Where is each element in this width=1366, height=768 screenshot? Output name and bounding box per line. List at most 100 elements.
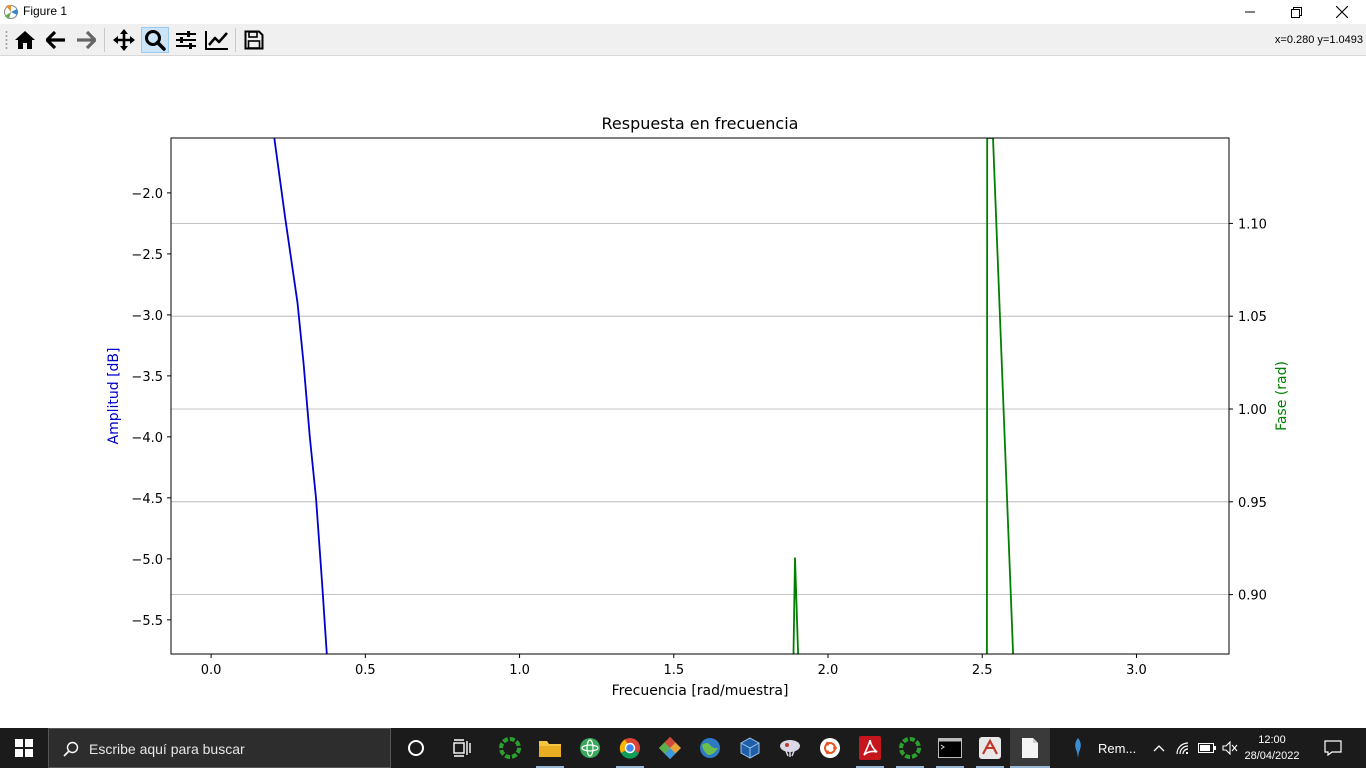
phase-line	[792, 557, 799, 654]
pan-button[interactable]	[110, 27, 138, 53]
cortana-button[interactable]	[396, 728, 436, 768]
axes-frame	[170, 137, 1230, 655]
task-view-icon	[453, 739, 471, 757]
show-hidden-icons-button[interactable]	[1150, 728, 1168, 768]
restore-icon	[1290, 6, 1302, 18]
back-button[interactable]	[42, 27, 70, 53]
configure-subplots-button[interactable]	[172, 27, 200, 53]
taskbar-app-active[interactable]	[1010, 728, 1050, 768]
y-right-tick-label: 0.90	[1238, 589, 1267, 604]
phase-line	[986, 138, 1014, 654]
ubuntu-icon	[820, 738, 840, 758]
taskbar-app[interactable]	[570, 728, 610, 768]
tray-app-label[interactable]: Rem...	[1098, 741, 1137, 756]
chevron-up-icon	[1153, 745, 1165, 752]
back-arrow-icon	[46, 31, 65, 49]
x-axis-label: Frecuencia [rad/muestra]	[612, 683, 789, 699]
search-icon	[63, 741, 79, 757]
y-right-tick-label: 1.10	[1238, 217, 1267, 232]
chrome-icon	[619, 738, 640, 759]
volume-button[interactable]	[1220, 728, 1240, 768]
taskbar-clock[interactable]: 12:00 28/04/2022	[1244, 732, 1300, 764]
y-right-axis-label: Fase (rad)	[1274, 361, 1290, 431]
title-bar: Figure 1	[0, 0, 1366, 24]
save-button[interactable]	[240, 27, 268, 53]
y-tick-label: −4.0	[131, 431, 163, 446]
pan-icon	[113, 29, 135, 51]
cortana-icon	[408, 740, 424, 756]
plot-area[interactable]	[171, 138, 1229, 654]
forward-button[interactable]	[72, 27, 100, 53]
speaker-muted-icon	[1222, 741, 1238, 755]
chart-title: Respuesta en frecuencia	[602, 114, 799, 133]
taskbar-app[interactable]	[530, 728, 570, 768]
y-tick-label: −5.0	[131, 553, 163, 568]
search-placeholder: Escribe aquí para buscar	[89, 741, 245, 757]
clock-time: 12:00	[1258, 734, 1286, 746]
file-explorer-icon	[539, 741, 561, 757]
subplots-icon	[176, 31, 196, 49]
taskbar-app[interactable]	[690, 728, 730, 768]
y-tick-label: −2.0	[131, 187, 163, 202]
wifi-icon	[1176, 742, 1189, 755]
taskbar-app[interactable]	[610, 728, 650, 768]
x-tick-label: 0.0	[201, 663, 222, 678]
edit-curves-icon	[205, 31, 228, 50]
amplitude-line	[273, 138, 328, 654]
taskbar-app[interactable]	[930, 728, 970, 768]
green-ring-app-icon	[499, 737, 521, 759]
x-tick-label: 2.5	[972, 663, 993, 678]
y-tick-label: −4.5	[131, 492, 163, 507]
cursor-coordinates: x=0.280 y=1.0493	[1274, 34, 1363, 46]
x-tick-label: 3.0	[1126, 663, 1147, 678]
taskbar-app[interactable]	[650, 728, 690, 768]
windows-store-icon	[780, 740, 800, 757]
feather-pen-icon	[1075, 738, 1081, 758]
zoom-button[interactable]	[141, 27, 169, 53]
x-tick-label: 2.0	[818, 663, 839, 678]
zoom-icon	[145, 30, 166, 51]
edit-curves-button[interactable]	[203, 27, 231, 53]
save-icon	[244, 30, 264, 50]
notification-icon	[1324, 740, 1342, 756]
y-tick-label: −3.5	[131, 370, 163, 385]
action-center-button[interactable]	[1312, 728, 1354, 768]
y-tick-label: −3.0	[131, 309, 163, 324]
task-view-button[interactable]	[443, 728, 483, 768]
y-axis-label: Amplitud [dB]	[106, 348, 122, 445]
y-right-tick-label: 1.00	[1238, 403, 1267, 418]
battery-button[interactable]	[1196, 728, 1218, 768]
taskbar-app[interactable]	[970, 728, 1010, 768]
x-tick-label: 0.5	[355, 663, 376, 678]
taskbar-search-box[interactable]: Escribe aquí para buscar	[48, 728, 391, 768]
taskbar-app[interactable]	[770, 728, 810, 768]
taskbar-app[interactable]	[490, 728, 530, 768]
home-icon	[15, 31, 35, 49]
y-tick-label: −5.5	[131, 614, 163, 629]
minimize-button[interactable]	[1227, 0, 1273, 24]
close-button[interactable]	[1319, 0, 1365, 24]
windows-taskbar: Escribe aquí para buscar	[0, 728, 1366, 768]
home-button[interactable]	[11, 27, 39, 53]
acrobat-icon	[859, 736, 881, 760]
tray-app[interactable]	[1064, 728, 1092, 768]
close-icon	[1336, 6, 1348, 18]
frequency-response-chart[interactable]: 0.0 0.5 1.0 1.5 2.0 2.5 3.0 −2.0 −2.5 −3.0 −3.5 −4.…	[0, 57, 1366, 728]
restore-button[interactable]	[1273, 0, 1319, 24]
matplotlib-logo-icon	[4, 4, 18, 19]
toolbar-separator	[104, 28, 105, 52]
green-ring-app-icon	[899, 737, 921, 759]
y-right-tick-label: 0.95	[1238, 496, 1267, 511]
toolbar-grip[interactable]	[5, 30, 8, 50]
network-button[interactable]	[1173, 728, 1193, 768]
taskbar-app[interactable]	[850, 728, 890, 768]
taskbar-app[interactable]	[890, 728, 930, 768]
toolbar-separator	[235, 28, 236, 52]
minimize-icon	[1245, 11, 1255, 13]
taskbar-app[interactable]	[730, 728, 770, 768]
virtualbox-icon	[740, 737, 760, 759]
figure-canvas[interactable]: 0.0 0.5 1.0 1.5 2.0 2.5 3.0 −2.0 −2.5 −3.0 −3.5 −4.…	[0, 57, 1366, 728]
y-right-tick-label: 1.05	[1238, 310, 1267, 325]
taskbar-app[interactable]	[810, 728, 850, 768]
start-button[interactable]	[0, 728, 48, 768]
